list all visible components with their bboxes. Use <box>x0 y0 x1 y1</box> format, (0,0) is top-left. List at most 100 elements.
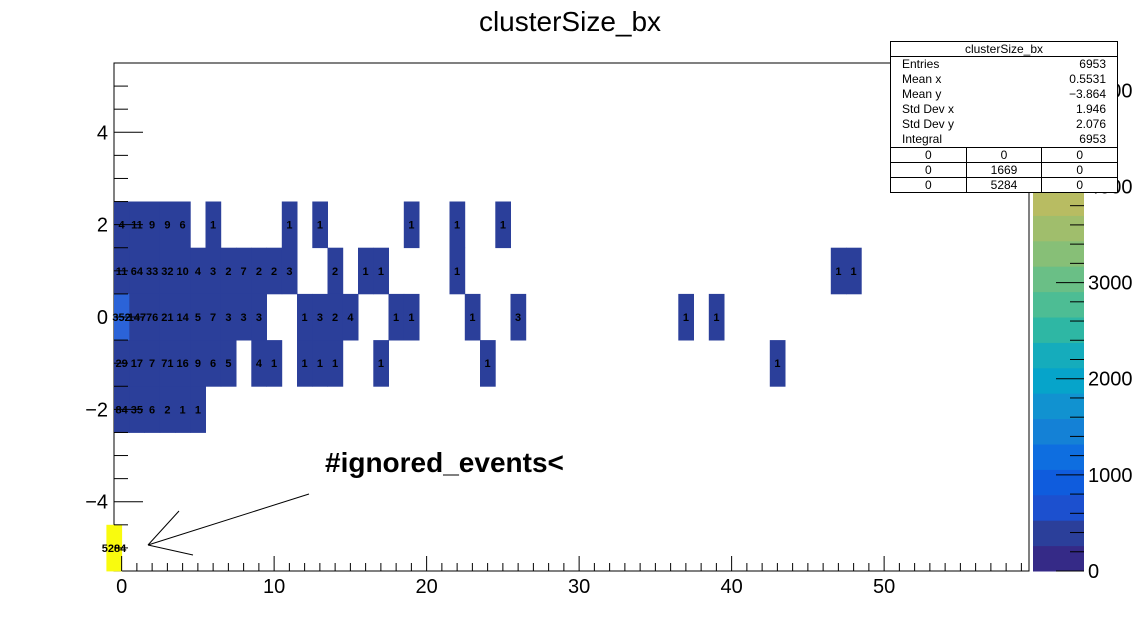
cell-value-label: 1 <box>271 358 277 370</box>
cell-value-label: 2 <box>332 266 338 278</box>
palette-step <box>1033 190 1084 216</box>
heatmap-cell <box>312 340 328 387</box>
heatmap-cell <box>175 201 191 249</box>
cell-value-label: 11 <box>131 220 143 232</box>
heatmap-cell <box>159 293 176 341</box>
cell-value-label: 7 <box>149 358 155 370</box>
heatmap-cell <box>129 247 145 295</box>
stats-value: −3.864 <box>1068 87 1106 101</box>
heatmap-cell <box>159 340 176 387</box>
stats-row: Entries 6953 <box>891 57 1117 72</box>
stats-title: clusterSize_bx <box>891 42 1117 57</box>
y-tick-label: −4 <box>85 492 108 514</box>
stats-row: Mean y −3.864 <box>891 87 1117 102</box>
palette-step <box>1033 545 1084 572</box>
cell-value-label: 33 <box>146 266 158 278</box>
cell-value-label: 2 <box>256 266 262 278</box>
heatmap-cell <box>144 201 161 249</box>
palette-step <box>1033 520 1084 547</box>
heatmap-cell <box>449 201 466 249</box>
stats-rows: Entries 6953 Mean x 0.5531 Mean y −3.864 Std D… <box>891 57 1117 147</box>
cell-value-label: 4 <box>256 358 263 370</box>
cell-value-label: 3 <box>225 312 231 324</box>
cell-value-label: 2 <box>271 266 277 278</box>
stats-label: Std Dev x <box>902 102 955 116</box>
heatmap-cell <box>342 293 359 341</box>
heatmap-cell <box>236 247 252 295</box>
heatmap-cell <box>220 247 237 295</box>
heatmap-cell <box>281 247 298 295</box>
heatmap-cell <box>297 293 313 341</box>
heatmap-cell <box>327 293 344 341</box>
cell-value-label: 71 <box>161 358 173 370</box>
cell-value-label: 84 <box>115 404 128 416</box>
stats-value: 6953 <box>1079 132 1106 146</box>
stats-grid-cell: 0 <box>1076 148 1084 162</box>
cell-value-label: 147 <box>128 312 146 324</box>
cell-value-label: 1 <box>332 358 338 370</box>
cell-value-label: 5 <box>195 312 201 324</box>
cell-value-label: 35 <box>131 404 143 416</box>
cell-value-label: 1 <box>302 358 308 370</box>
heatmap-cell <box>205 340 222 387</box>
stats-row: Std Dev y 2.076 <box>891 117 1117 132</box>
cell-value-label: 1 <box>408 220 414 232</box>
x-tick-label: 0 <box>116 576 127 598</box>
cell-value-label: 1 <box>454 266 460 278</box>
heatmap-cell <box>266 247 283 295</box>
cell-value-label: 6 <box>210 358 216 370</box>
cell-value-label: 1 <box>713 312 719 324</box>
cell-value-label: 17 <box>131 358 143 370</box>
heatmap-cell <box>251 247 267 295</box>
stats-row: Mean x 0.5531 <box>891 72 1117 87</box>
z-tick-label: 3000 <box>1088 273 1133 295</box>
cell-value-label: 2 <box>225 266 231 278</box>
stats-value: 0.5531 <box>1069 72 1106 86</box>
stats-grid-cell: 0 <box>1076 178 1084 192</box>
cell-value-label: 1 <box>195 404 201 416</box>
cell-value-label: 3 <box>286 266 292 278</box>
y-tick-label: 2 <box>97 215 108 237</box>
heatmap-cell <box>175 340 191 387</box>
cell-value-label: 1 <box>363 266 369 278</box>
heatmap-cell <box>312 293 328 341</box>
cell-value-label: 7 <box>210 312 216 324</box>
heatmap-cell <box>312 201 328 249</box>
stats-row: Integral 6953 <box>891 132 1117 147</box>
y-tick-label: 0 <box>97 307 108 329</box>
stats-grid: 0 0 0 0 1669 0 0 5284 0 <box>891 147 1117 192</box>
heatmap-cell <box>159 386 176 433</box>
cell-value-label: 1 <box>210 220 216 232</box>
cell-value-label: 2 <box>332 312 338 324</box>
cell-value-label: 3 <box>317 312 323 324</box>
stats-value: 6953 <box>1079 57 1106 71</box>
stats-row: Std Dev x 1.946 <box>891 102 1117 117</box>
palette-step <box>1033 342 1084 369</box>
heatmap-cell-labels: 4 11 9 9 6 1 1 1 1 1 111 64 33 32 10 4 3 2 7 2 2 3 2 1 1 1 1 135214… <box>102 220 857 555</box>
cell-value-label: 64 <box>131 266 144 278</box>
heatmap-cell <box>220 293 237 341</box>
x-tick-label: 20 <box>416 576 438 598</box>
cell-value-label: 5284 <box>102 543 127 555</box>
heatmap-cell <box>144 247 161 295</box>
heatmap-cell <box>266 340 283 387</box>
stats-grid-cell: 0 <box>891 163 967 177</box>
cell-value-label: 16 <box>176 358 188 370</box>
heatmap-cell <box>480 340 496 387</box>
cell-value-label: 10 <box>176 266 188 278</box>
cell-value-label: 6 <box>149 404 155 416</box>
cell-value-label: 11 <box>116 266 128 278</box>
heatmap-cell <box>190 293 206 341</box>
cell-value-label: 1 <box>469 312 475 324</box>
stats-value: 1.946 <box>1075 102 1106 116</box>
heatmap-cell <box>205 201 222 249</box>
stats-label: Integral <box>902 132 943 146</box>
cell-value-label: 6 <box>180 220 186 232</box>
heatmap-cell <box>190 247 206 295</box>
x-axis: 0 10 20 30 40 50 <box>116 556 1022 598</box>
heatmap-cell <box>175 293 191 341</box>
heatmap-cell <box>251 293 267 341</box>
heatmap-cell <box>159 247 176 295</box>
x-tick-label: 30 <box>568 576 590 598</box>
